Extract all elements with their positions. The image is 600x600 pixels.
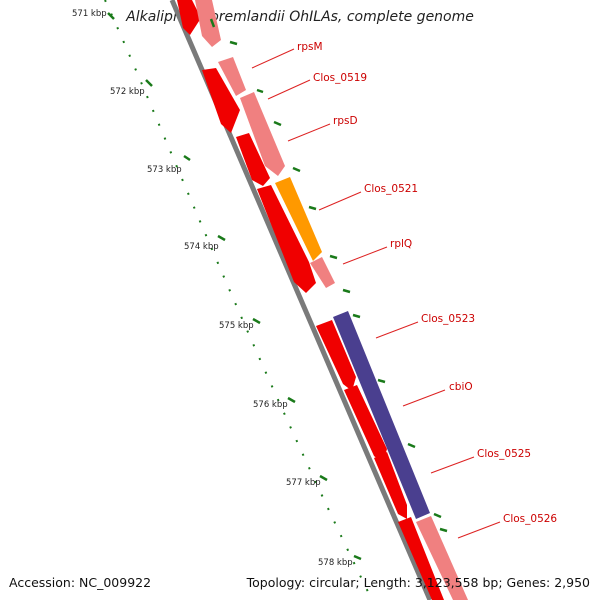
cds-arrow: [177, 0, 201, 35]
edge-mark: [439, 527, 448, 533]
callout-line: [402, 389, 446, 407]
edge-mark: [377, 378, 386, 384]
scale-label: 577 kbp: [286, 478, 321, 488]
scale-label: 573 kbp: [147, 165, 182, 175]
gene-label[interactable]: rpsM: [297, 41, 323, 53]
gene-label[interactable]: rpsD: [333, 115, 358, 127]
callout-line: [375, 321, 419, 339]
scale-tick: [217, 234, 226, 242]
scale-tick: [353, 554, 362, 561]
gene-strand-outer: [195, 0, 468, 600]
gene-segment-clos-0526: [416, 516, 468, 600]
cds-arrow: [374, 452, 407, 519]
gene-label[interactable]: Clos_0519: [313, 72, 367, 84]
edge-mark: [308, 205, 317, 211]
cds-arrow: [257, 185, 316, 293]
gene-callouts: [251, 48, 501, 539]
edge-mark: [229, 40, 238, 46]
callout-line: [342, 246, 388, 265]
scale-tick: [183, 154, 191, 162]
accession-text: Accession: NC_009922: [9, 575, 152, 590]
scale-labels: 571 kbp 572 kbp 573 kbp 574 kbp 575 kbp …: [72, 9, 353, 568]
scale-tick: [252, 317, 261, 325]
cds-strand-inner: [177, 0, 444, 600]
scale-label: 571 kbp: [72, 9, 107, 19]
gene-label[interactable]: Clos_0521: [364, 183, 418, 195]
cds-arrow: [344, 385, 387, 463]
cds-arrow: [202, 68, 240, 133]
scale-label: 578 kbp: [318, 558, 353, 568]
callout-line: [457, 521, 501, 539]
gene-segment-rplQ: [310, 257, 335, 288]
gene-label[interactable]: cbiO: [449, 381, 473, 393]
callout-line: [430, 456, 475, 474]
edge-mark: [352, 313, 361, 319]
scale-dotted-line: [104, 0, 373, 600]
gene-label[interactable]: Clos_0525: [477, 448, 531, 460]
edge-mark: [292, 166, 301, 173]
callout-line: [287, 123, 331, 142]
gene-label[interactable]: Clos_0526: [503, 513, 557, 525]
scale-tick: [107, 12, 115, 20]
gene-segment-rpsD: [240, 92, 285, 176]
gene-labels: rpsM Clos_0519 rpsD Clos_0521 rplQ Clos_…: [297, 41, 557, 525]
scale-label: 576 kbp: [253, 400, 288, 410]
genome-summary-text: Topology: circular; Length: 3,123,558 bp…: [246, 575, 590, 590]
callout-line: [318, 191, 362, 211]
scale-tick: [319, 474, 328, 482]
callout-line: [267, 79, 311, 100]
edge-mark: [342, 288, 351, 294]
gene-segment-rpsM: [195, 0, 221, 47]
gene-label[interactable]: Clos_0523: [421, 313, 475, 325]
cds-arrow: [398, 517, 444, 600]
callout-line: [251, 48, 295, 69]
edge-mark: [256, 88, 264, 94]
edge-mark: [407, 442, 416, 449]
edge-mark: [329, 254, 338, 260]
scale-label: 572 kbp: [110, 87, 145, 97]
edge-mark: [209, 18, 216, 28]
cds-arrow: [236, 133, 270, 186]
gene-segment-clos-0519: [218, 57, 246, 96]
outer-edge-marks: [209, 18, 448, 533]
edge-mark: [273, 120, 282, 127]
scale-major-ticks: [107, 12, 362, 561]
scale-label: 575 kbp: [219, 321, 254, 331]
edge-mark: [433, 512, 442, 519]
scale-label: 574 kbp: [184, 242, 219, 252]
genome-backbone: [169, 0, 433, 600]
scale-tick: [287, 396, 296, 404]
scale-tick: [145, 79, 153, 87]
gene-segment-clos-0521: [275, 177, 322, 261]
gene-label[interactable]: rplQ: [390, 238, 412, 250]
gene-segment-clos-0523: [333, 311, 430, 519]
cds-arrow: [316, 320, 356, 391]
